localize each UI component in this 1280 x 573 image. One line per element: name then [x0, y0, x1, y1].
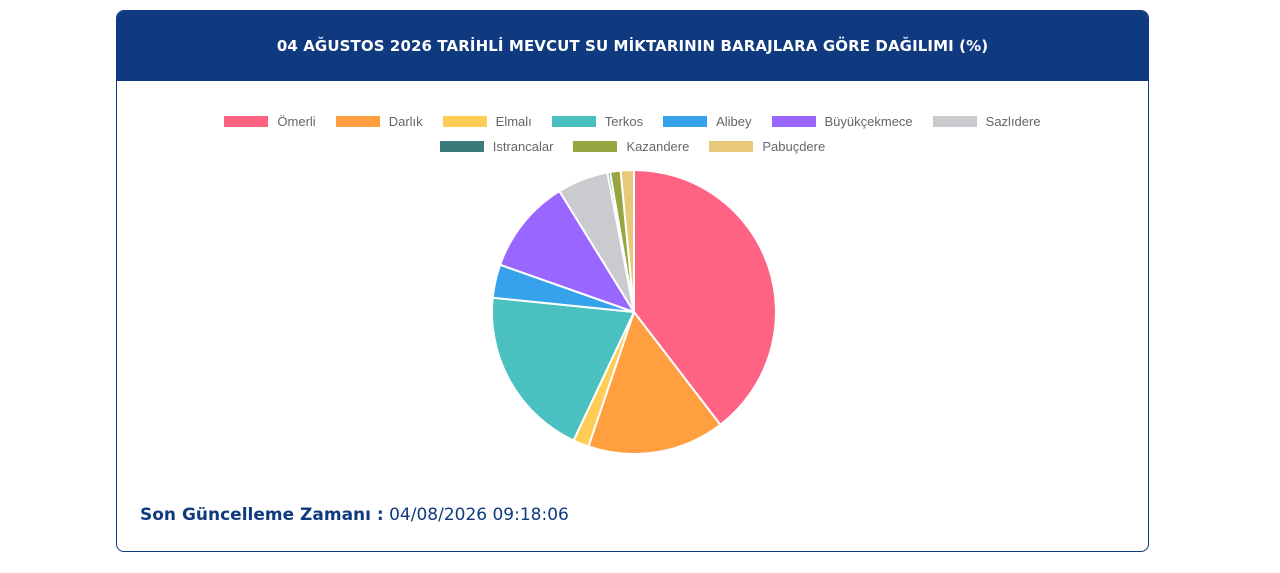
- legend-item[interactable]: Büyükçekmece: [771, 113, 913, 129]
- legend-item[interactable]: Alibey: [663, 113, 752, 129]
- legend-label: Ömerli: [277, 113, 316, 129]
- legend-label: Pabuçdere: [762, 138, 826, 154]
- pie-slice-darlık[interactable]: [587, 309, 722, 455]
- last-update-value: 04/08/2026 09:18:06: [389, 505, 569, 525]
- legend-item[interactable]: Sazlıdere: [932, 113, 1041, 129]
- last-update-label: Son Güncelleme Zamanı :: [140, 505, 384, 525]
- legend-label: Alibey: [716, 113, 752, 129]
- legend-item[interactable]: Terkos: [551, 113, 644, 129]
- legend-item[interactable]: Elmalı: [442, 113, 532, 129]
- legend-label: Büyükçekmece: [824, 113, 913, 129]
- legend-swatch: [932, 115, 977, 127]
- legend-swatch: [439, 140, 484, 152]
- legend-item[interactable]: Kazandere: [573, 138, 689, 154]
- legend-item[interactable]: Darlık: [335, 113, 423, 129]
- legend-swatch: [335, 115, 380, 127]
- chart-card: 04 AĞUSTOS 2026 TARİHLİ MEVCUT SU MİKTAR…: [116, 10, 1149, 552]
- pie-slice-ömerli[interactable]: [633, 168, 777, 427]
- pie-chart: [491, 168, 777, 455]
- card-header: 04 AĞUSTOS 2026 TARİHLİ MEVCUT SU MİKTAR…: [117, 11, 1148, 81]
- legend-label: Kazandere: [626, 138, 690, 154]
- legend-swatch: [442, 115, 487, 127]
- last-update: Son Güncelleme Zamanı : 04/08/2026 09:18…: [140, 505, 569, 525]
- legend-label: Sazlıdere: [985, 113, 1041, 129]
- legend-swatch: [573, 140, 618, 152]
- legend-item[interactable]: Istrancalar: [439, 138, 554, 154]
- legend-item[interactable]: Ömerli: [224, 113, 316, 129]
- legend-label: Elmalı: [495, 113, 532, 129]
- legend-swatch: [663, 115, 708, 127]
- pie-slice-pabuçdere[interactable]: [619, 168, 635, 313]
- legend-swatch: [551, 115, 596, 127]
- pie-chart-container: [487, 165, 781, 459]
- legend-swatch: [709, 140, 754, 152]
- pie-slice-terkos[interactable]: [491, 296, 636, 442]
- legend-swatch: [224, 115, 269, 127]
- legend-label: Istrancalar: [492, 138, 554, 154]
- legend-item[interactable]: Pabuçdere: [709, 138, 825, 154]
- chart-legend: Ömerli Darlık Elmalı Terkos Alibey Büyükçekme…: [117, 113, 1148, 154]
- pie-slice-büyükçekmece[interactable]: [498, 189, 637, 314]
- legend-swatch: [771, 115, 816, 127]
- legend-label: Darlık: [388, 113, 423, 129]
- legend-label: Terkos: [604, 113, 644, 129]
- chart-title: 04 AĞUSTOS 2026 TARİHLİ MEVCUT SU MİKTAR…: [276, 37, 989, 55]
